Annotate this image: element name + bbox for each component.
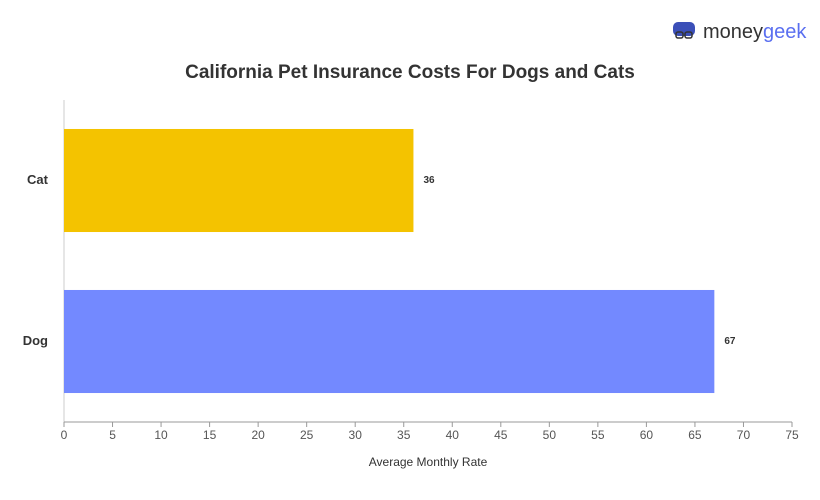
x-tick-label: 40 — [446, 428, 460, 442]
x-tick-label: 45 — [494, 428, 508, 442]
y-tick-label: Cat — [27, 172, 49, 187]
x-tick-label: 30 — [349, 428, 363, 442]
x-tick-label: 50 — [543, 428, 557, 442]
x-tick-label: 65 — [688, 428, 702, 442]
x-tick-label: 25 — [300, 428, 314, 442]
x-tick-label: 15 — [203, 428, 217, 442]
logo-first: money — [703, 21, 763, 43]
logo-second: geek — [763, 21, 807, 43]
y-tick-label: Dog — [23, 333, 48, 348]
x-tick-label: 20 — [251, 428, 265, 442]
logo: moneygeek — [703, 21, 807, 43]
bar — [64, 128, 414, 233]
x-tick-label: 55 — [591, 428, 605, 442]
bar — [64, 289, 715, 394]
x-tick-label: 60 — [640, 428, 654, 442]
x-axis-label: Average Monthly Rate — [369, 455, 488, 469]
x-tick-label: 35 — [397, 428, 411, 442]
logo-icon — [673, 22, 695, 39]
x-tick-label: 70 — [737, 428, 751, 442]
chart-title: California Pet Insurance Costs For Dogs … — [185, 62, 635, 83]
x-tick-label: 75 — [785, 428, 799, 442]
x-tick-label: 10 — [154, 428, 168, 442]
value-label: 67 — [724, 336, 736, 347]
value-label: 36 — [423, 175, 435, 186]
x-tick-label: 5 — [109, 428, 116, 442]
x-tick-label: 0 — [61, 428, 68, 442]
